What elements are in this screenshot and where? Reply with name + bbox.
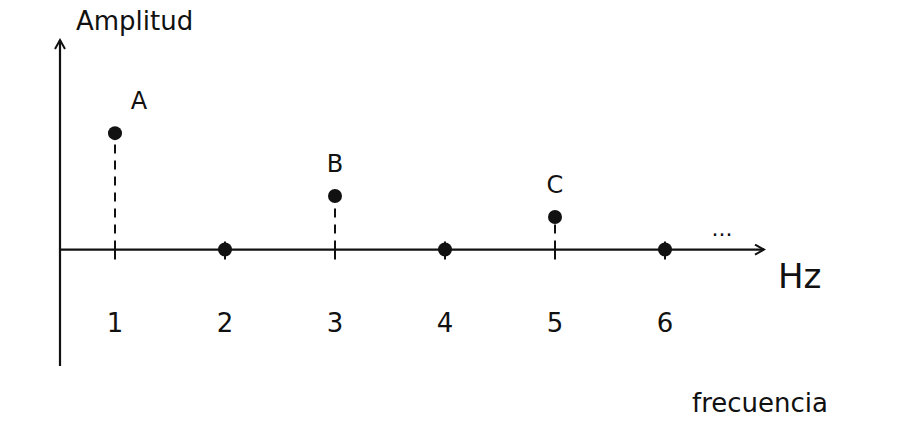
x-tick-label: 4 [437, 308, 454, 338]
point [328, 189, 342, 203]
stem [334, 196, 336, 250]
chart: 1 2 3 4 5 6 A B C Amplitud Hz frecuencia... [0, 0, 922, 429]
x-tick-label: 2 [217, 308, 234, 338]
point [108, 126, 122, 140]
point [218, 243, 232, 257]
x-axis-label: Hz [778, 256, 821, 296]
x-tick-label: 1 [107, 308, 124, 338]
point [658, 243, 672, 257]
point [548, 210, 562, 224]
point-label: C [547, 171, 564, 199]
stem [114, 133, 116, 249]
x-axis-note: frecuencia [692, 388, 828, 418]
continuation: ... [712, 216, 733, 241]
y-axis [59, 40, 61, 366]
x-tick-label: 5 [547, 308, 564, 338]
point-label: A [131, 87, 148, 115]
point [438, 243, 452, 257]
point-label: B [327, 150, 343, 178]
x-tick-label: 6 [657, 308, 674, 338]
y-axis-label: Amplitud [76, 6, 193, 36]
x-tick-label: 3 [327, 308, 344, 338]
